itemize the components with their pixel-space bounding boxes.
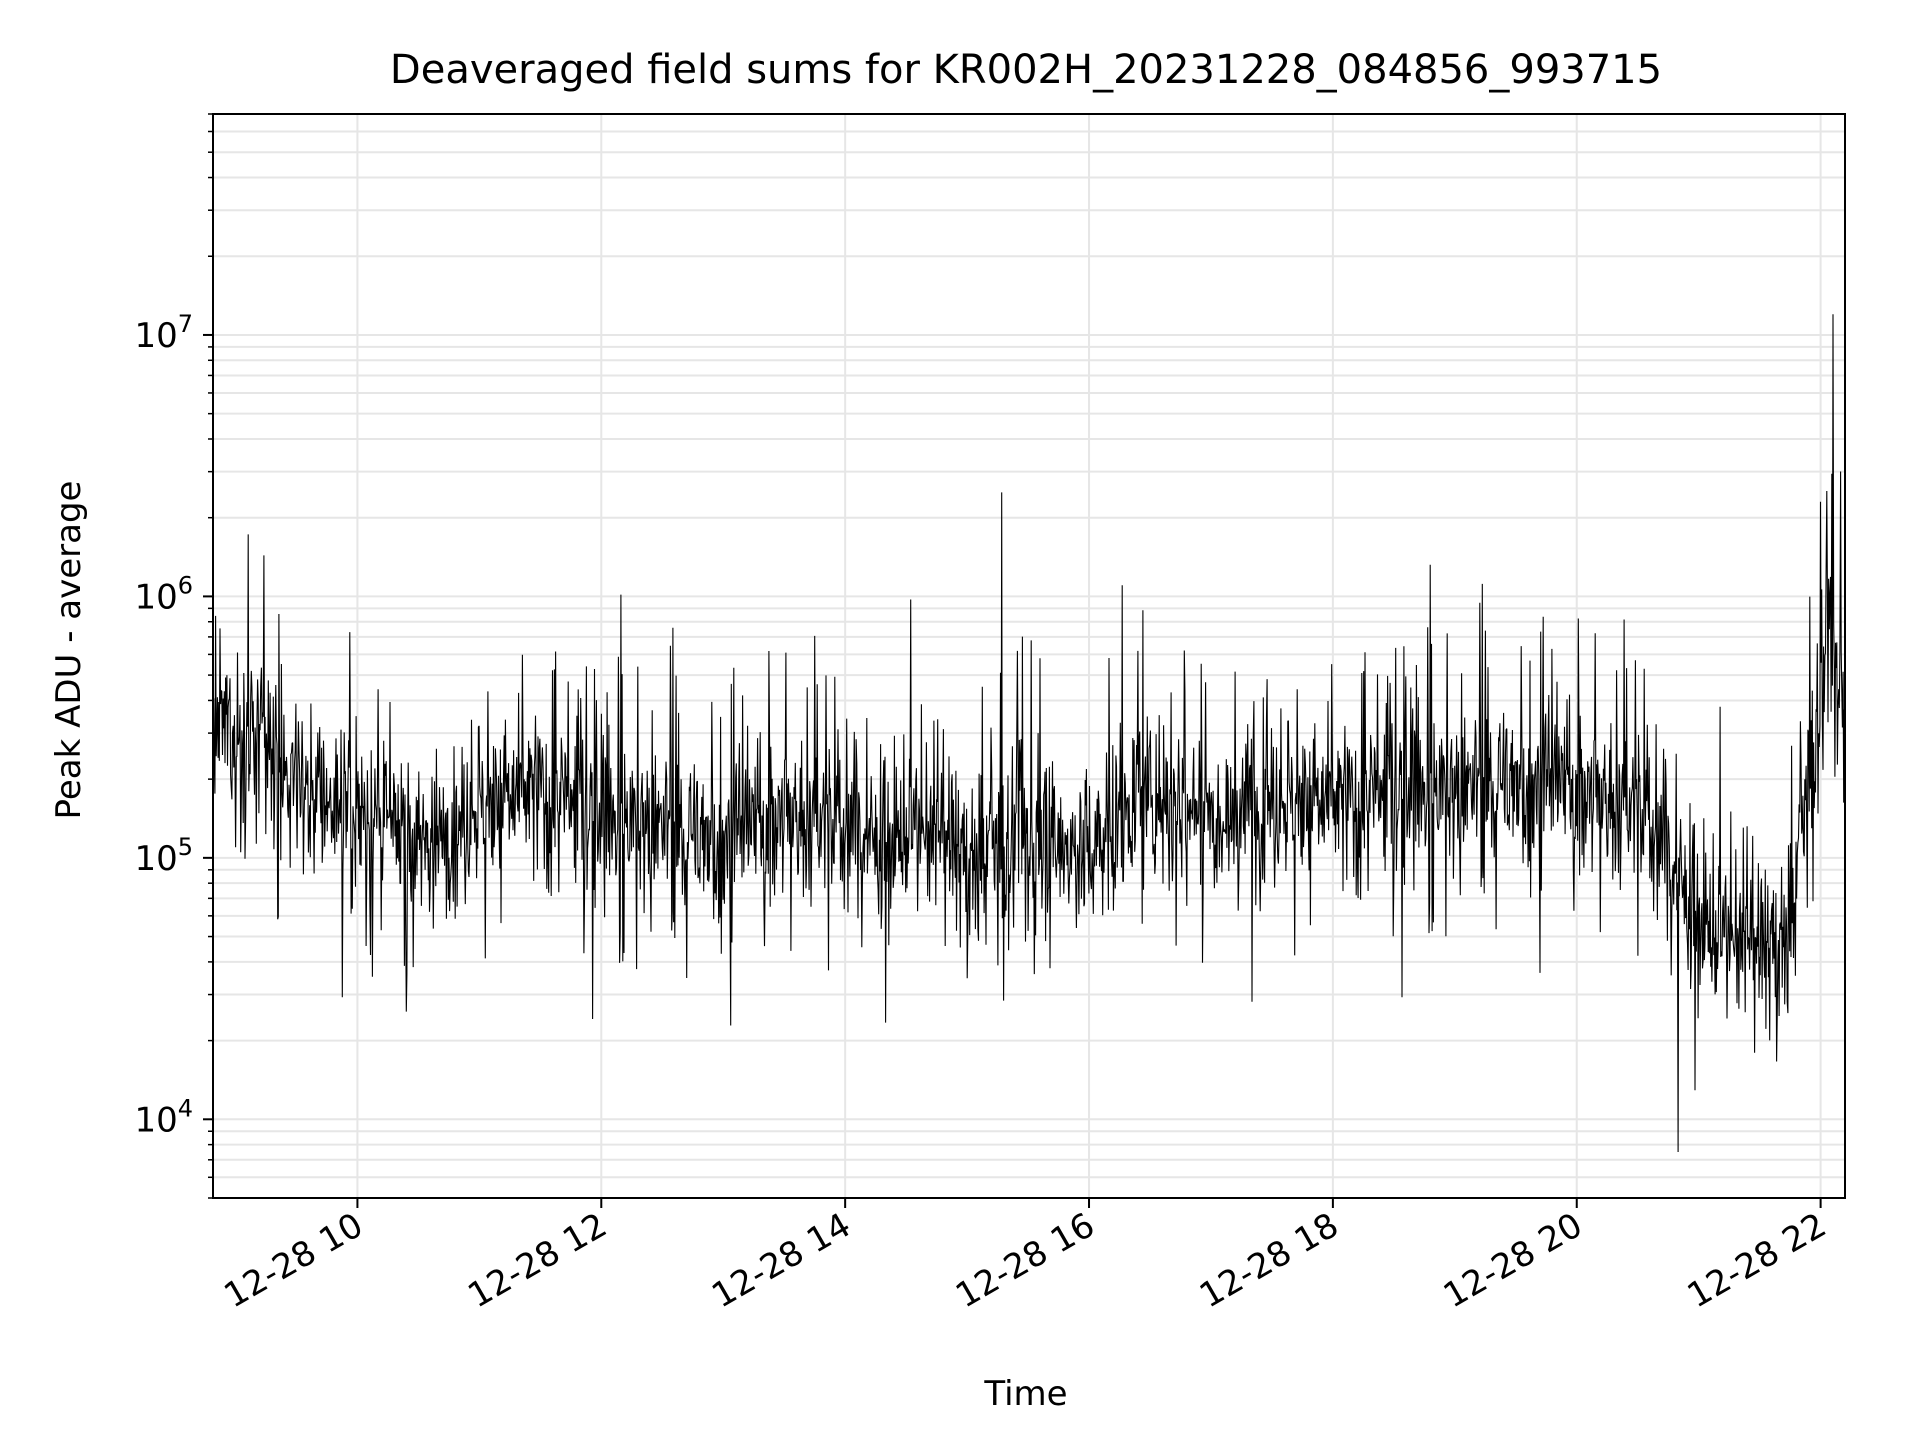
y-tick-label: 105	[134, 833, 193, 879]
axis-ticks	[203, 113, 1822, 1208]
x-axis-label: Time	[983, 1374, 1067, 1414]
y-axis-label: Peak ADU - average	[49, 481, 89, 820]
plot-frame	[212, 113, 1846, 1199]
chart-title: Deaveraged field sums for KR002H_2023122…	[390, 47, 1662, 93]
y-tick-label: 104	[134, 1094, 193, 1140]
y-tick-labels: 104 105 106 107	[134, 310, 193, 1140]
y-tick-label: 107	[134, 310, 193, 356]
series-line	[213, 314, 1845, 1153]
y-tick-label: 106	[134, 571, 193, 617]
